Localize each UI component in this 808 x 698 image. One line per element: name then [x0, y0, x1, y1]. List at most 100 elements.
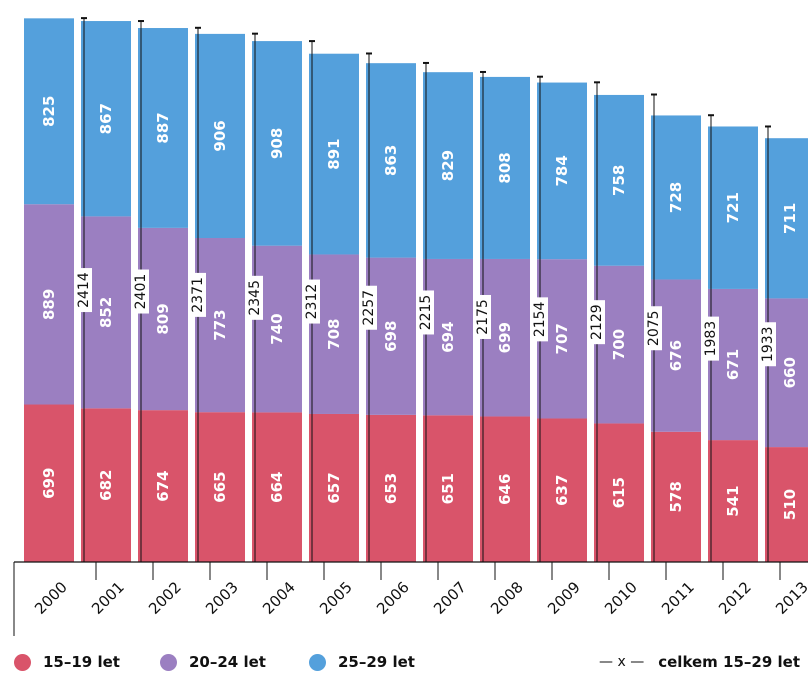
bar-value-label-2012-s0: 541 — [724, 485, 742, 516]
total-label-bg-2000 — [76, 268, 92, 313]
total-label-bg-2010 — [646, 306, 662, 351]
x-tick-label-2008: 2008 — [487, 578, 527, 618]
total-value-label-2007: 2175 — [475, 299, 491, 335]
total-label-bg-2009 — [589, 300, 605, 345]
bar-segment-2002-s1 — [138, 227, 188, 411]
bar-segment-2007-s1 — [423, 258, 473, 416]
bar-segment-2000-s2 — [24, 18, 74, 205]
bar-segment-2009-s2 — [537, 82, 587, 260]
total-value-label-2004: 2312 — [304, 284, 320, 320]
bar-segment-2010-s2 — [594, 94, 644, 266]
bar-value-label-2004-s1: 740 — [268, 313, 286, 344]
bar-value-label-2005-s0: 657 — [325, 472, 343, 503]
legend-label-total: celkem 15–29 let — [658, 653, 800, 671]
x-tick-label-2007: 2007 — [430, 578, 470, 618]
bar-value-label-2009-s1: 707 — [553, 323, 571, 354]
total-value-label-2000: 2414 — [76, 272, 92, 308]
bar-value-label-2000-s1: 889 — [40, 289, 58, 320]
x-tick-label-2001: 2001 — [88, 578, 128, 618]
x-tick-label-2010: 2010 — [601, 578, 641, 618]
bar-value-label-2003-s1: 773 — [211, 309, 229, 340]
bar-value-label-2008-s0: 646 — [496, 474, 514, 505]
x-tick-label-2000: 2000 — [31, 578, 71, 618]
bar-segment-2000-s1 — [24, 204, 74, 405]
total-value-label-2010: 2075 — [646, 310, 662, 346]
x-tick-label-2002: 2002 — [145, 578, 185, 618]
bar-value-label-2010-s2: 758 — [610, 165, 628, 196]
total-value-label-2006: 2215 — [418, 295, 434, 331]
total-label-bg-2012 — [760, 322, 776, 367]
bar-segment-2006-s0 — [366, 414, 416, 562]
bar-segment-2012-s1 — [708, 288, 758, 441]
legend-item-15-19: 15–19 let — [14, 648, 120, 676]
bar-segment-2012-s0 — [708, 440, 758, 562]
bar-value-label-2011-s0: 578 — [667, 481, 685, 512]
bar-segment-2002-s2 — [138, 28, 188, 228]
bar-value-label-2009-s2: 784 — [553, 155, 571, 186]
legend-label-25-29: 25–29 let — [338, 653, 415, 671]
bar-value-label-2001-s1: 852 — [97, 297, 115, 328]
bar-segment-2006-s1 — [366, 257, 416, 415]
total-label-bg-2005 — [361, 285, 377, 330]
bar-value-label-2005-s2: 891 — [325, 138, 343, 169]
x-tick-label-2006: 2006 — [373, 578, 413, 618]
bar-segment-2005-s0 — [309, 413, 359, 562]
bar-value-label-2004-s2: 908 — [268, 128, 286, 159]
bar-value-label-2012-s2: 721 — [724, 192, 742, 223]
stacked-bar-chart: 699 889 825 682 852 867 674 809 887 665 773 906 664 7… — [13, 17, 808, 636]
x-tick-label-2012: 2012 — [715, 578, 755, 618]
legend-swatch-25-29 — [309, 653, 326, 671]
bar-segment-2007-s2 — [423, 72, 473, 259]
total-value-label-2003: 2345 — [247, 280, 263, 316]
legend-total-marker: — x — — [599, 654, 645, 670]
bar-segment-2006-s2 — [366, 63, 416, 258]
total-label-bg-2008 — [532, 297, 548, 342]
bar-segment-2009-s0 — [537, 418, 587, 562]
bar-segment-2004-s0 — [252, 412, 302, 562]
bar-segment-2012-s2 — [708, 126, 758, 289]
bar-segment-2010-s1 — [594, 265, 644, 424]
totals-group: 2414 2401 2371 2345 2312 2257 2215 2175 2154 2129… — [76, 17, 776, 562]
bar-value-label-2010-s1: 700 — [610, 329, 628, 360]
total-label-bg-2004 — [304, 279, 320, 324]
bar-segment-2007-s0 — [423, 415, 473, 562]
bar-segment-2010-s0 — [594, 423, 644, 562]
bar-value-label-2006-s1: 698 — [382, 321, 400, 352]
bar-value-label-2002-s1: 809 — [154, 303, 172, 334]
bar-value-label-2007-s1: 694 — [439, 321, 457, 352]
bar-value-label-2013-s0: 510 — [781, 489, 799, 520]
legend-swatch-15-19 — [14, 653, 31, 671]
bar-value-label-2000-s0: 699 — [40, 468, 58, 499]
bar-segment-2003-s2 — [195, 33, 245, 239]
bars-group: 699 889 825 682 852 867 674 809 887 665 773 906 664 7… — [24, 18, 808, 562]
legend-item-25-29: 25–29 let — [309, 648, 415, 676]
total-value-label-2011: 1983 — [703, 321, 719, 357]
bar-segment-2003-s0 — [195, 412, 245, 562]
x-tick-label-2005: 2005 — [316, 578, 356, 618]
bar-segment-2008-s2 — [480, 76, 530, 259]
total-label-bg-2003 — [247, 275, 263, 320]
bar-value-label-2005-s1: 708 — [325, 319, 343, 350]
bar-segment-2005-s2 — [309, 53, 359, 255]
bar-segment-2011-s2 — [651, 115, 701, 280]
bar-segment-2013-s0 — [765, 447, 808, 562]
bar-segment-2008-s0 — [480, 416, 530, 562]
total-value-label-2008: 2154 — [532, 301, 548, 337]
total-value-label-2001: 2401 — [133, 274, 149, 310]
bar-value-label-2012-s1: 671 — [724, 349, 742, 380]
bar-segment-2004-s1 — [252, 245, 302, 413]
bar-segment-2003-s1 — [195, 238, 245, 413]
bar-value-label-2001-s2: 867 — [97, 103, 115, 134]
legend-item-total: — x — celkem 15–29 let — [599, 648, 800, 676]
bar-segment-2013-s2 — [765, 138, 808, 299]
x-tick-label-2004: 2004 — [259, 578, 299, 618]
bar-value-label-2008-s1: 699 — [496, 322, 514, 353]
bar-value-label-2011-s2: 728 — [667, 182, 685, 213]
total-label-bg-2006 — [418, 290, 434, 335]
x-tick-label-2009: 2009 — [544, 578, 584, 618]
bar-value-label-2002-s2: 887 — [154, 112, 172, 143]
bar-value-label-2013-s1: 660 — [781, 357, 799, 388]
bar-segment-2011-s0 — [651, 431, 701, 562]
x-tick-label-2003: 2003 — [202, 578, 242, 618]
bar-value-label-2004-s0: 664 — [268, 472, 286, 503]
